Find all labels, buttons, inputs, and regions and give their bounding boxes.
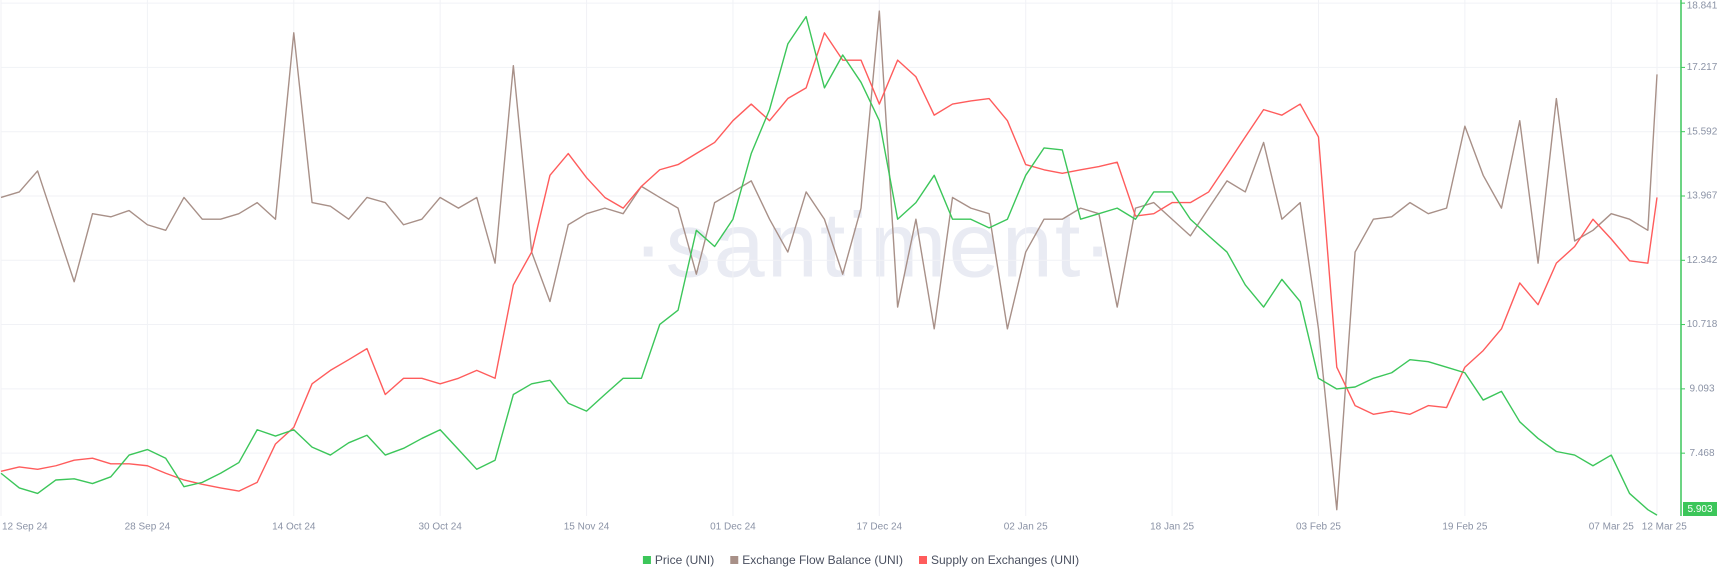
x-tick-label: 03 Feb 25 [1296,522,1341,533]
legend-swatch [730,556,739,564]
x-tick-label: 28 Sep 24 [125,522,171,533]
y-tick-label: 17.217 [1687,62,1718,73]
x-tick-label: 30 Oct 24 [418,522,462,533]
legend-swatch [919,556,927,564]
y-tick-label: 9.093 [1689,384,1714,395]
y-tick-label: 10.718 [1687,319,1718,330]
x-tick-label: 14 Oct 24 [272,522,316,533]
x-tick-label: 18 Jan 25 [1150,522,1194,533]
last-value-label: 5.903 [1687,504,1712,515]
last-value-badge [1683,502,1717,516]
series-line [0,10,1658,511]
legend-label: Exchange Flow Balance (UNI) [742,553,903,567]
x-tick-label: 12 Mar 25 [1642,522,1687,533]
legend-label: Price (UNI) [655,553,714,567]
x-tick-label: 02 Jan 25 [1004,522,1048,533]
x-tick-label: 01 Dec 24 [710,522,756,533]
series-line [0,15,1658,516]
y-tick-label: 12.342 [1687,255,1718,266]
x-tick-label: 17 Dec 24 [857,522,903,533]
watermark: ·santiment· [633,194,1115,296]
legend-label: Supply on Exchanges (UNI) [931,553,1079,567]
y-tick-label: 7.468 [1689,448,1714,459]
legend-swatch [642,556,651,564]
y-tick-label: 15.592 [1687,126,1718,137]
series-line [0,32,1658,492]
y-tick-label: 13.967 [1687,191,1718,202]
y-tick-label: 18.841 [1687,1,1718,12]
x-tick-label: 07 Mar 25 [1589,522,1634,533]
x-tick-label: 12 Sep 24 [2,522,48,533]
x-tick-label: 15 Nov 24 [564,522,610,533]
x-tick-label: 19 Feb 25 [1442,522,1487,533]
